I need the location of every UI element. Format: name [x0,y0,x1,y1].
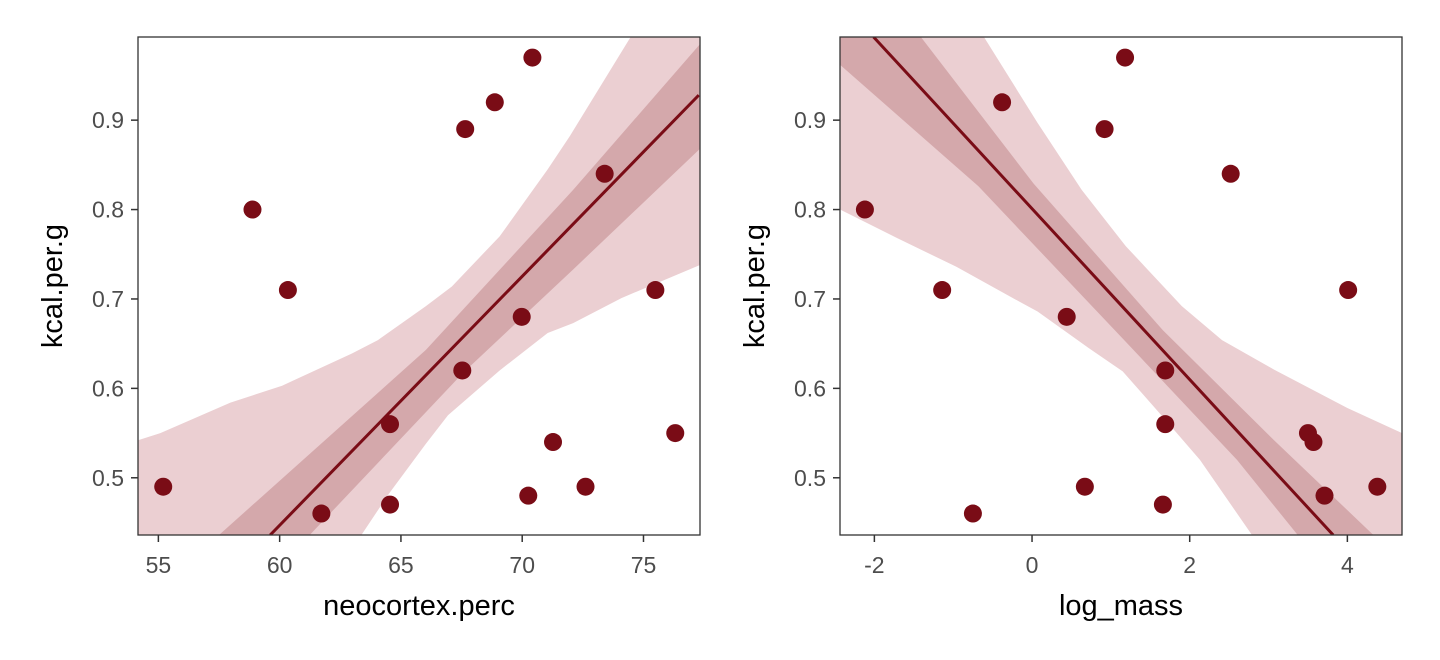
data-point [1339,281,1358,300]
x-tick-label: 60 [267,552,293,578]
data-point [1153,495,1172,514]
y-tick-label: 0.8 [794,197,826,223]
data-point [512,307,531,326]
data-point [646,281,665,300]
x-tick-label: 2 [1183,552,1196,578]
data-point [855,200,874,219]
data-point [1156,415,1175,434]
data-point [154,477,173,496]
data-point [1095,120,1114,139]
fit-line [269,94,700,535]
x-tick-label: 55 [146,552,172,578]
y-tick-label: 0.9 [92,107,124,133]
y-tick-label: 0.8 [92,197,124,223]
x-tick-label: 70 [509,552,535,578]
y-tick-label: 0.7 [92,286,124,312]
data-point [576,477,595,496]
panel-border [839,36,1403,536]
panel-border [137,36,701,536]
data-point [963,504,982,523]
data-point [1075,477,1094,496]
y-tick-label: 0.5 [794,465,826,491]
data-point [523,48,542,67]
data-point [278,281,297,300]
data-point [1116,48,1135,67]
outer-interval-band [138,37,700,535]
fit-line [872,37,1335,535]
x-axis-title: neocortex.perc [323,590,515,622]
data-point [1368,477,1387,496]
x-tick-label: -2 [864,552,884,578]
plot-area [138,37,700,535]
y-tick-label: 0.9 [794,107,826,133]
x-tick-label: 65 [388,552,414,578]
data-point [666,424,685,443]
plot-area [840,37,1402,535]
panel-neocortex: 55 60 65 70 75 0.5 0.6 0.7 0.8 0.9 neocortex.perc k… [37,36,701,622]
data-point [1304,433,1323,452]
data-point [381,495,400,514]
data-point [1221,164,1240,183]
data-point [485,93,504,112]
x-axis-title: log_mass [1059,590,1183,622]
y-tick-label: 0.6 [794,375,826,401]
x-tick-label: 75 [631,552,657,578]
data-point [595,164,614,183]
data-point [544,433,563,452]
data-point [933,281,952,300]
y-tick-label: 0.6 [92,375,124,401]
y-axis-title: kcal.per.g [37,224,69,348]
data-point [456,120,475,139]
data-point [993,93,1012,112]
x-tick-label: 4 [1341,552,1354,578]
data-point [1156,361,1175,380]
data-point [1315,486,1334,505]
data-point [1057,307,1076,326]
inner-interval-band [840,37,1374,535]
panel-log-mass: -2 0 2 4 0.5 0.6 0.7 0.8 0.9 log_mass kcal.per.g [739,36,1403,622]
y-tick-label: 0.7 [794,286,826,312]
data-point [381,415,400,434]
data-point [312,504,331,523]
x-tick-label: 0 [1026,552,1039,578]
data-point [243,200,262,219]
data-point [519,486,538,505]
y-tick-label: 0.5 [92,465,124,491]
data-point [453,361,472,380]
y-axis-title: kcal.per.g [739,224,771,348]
